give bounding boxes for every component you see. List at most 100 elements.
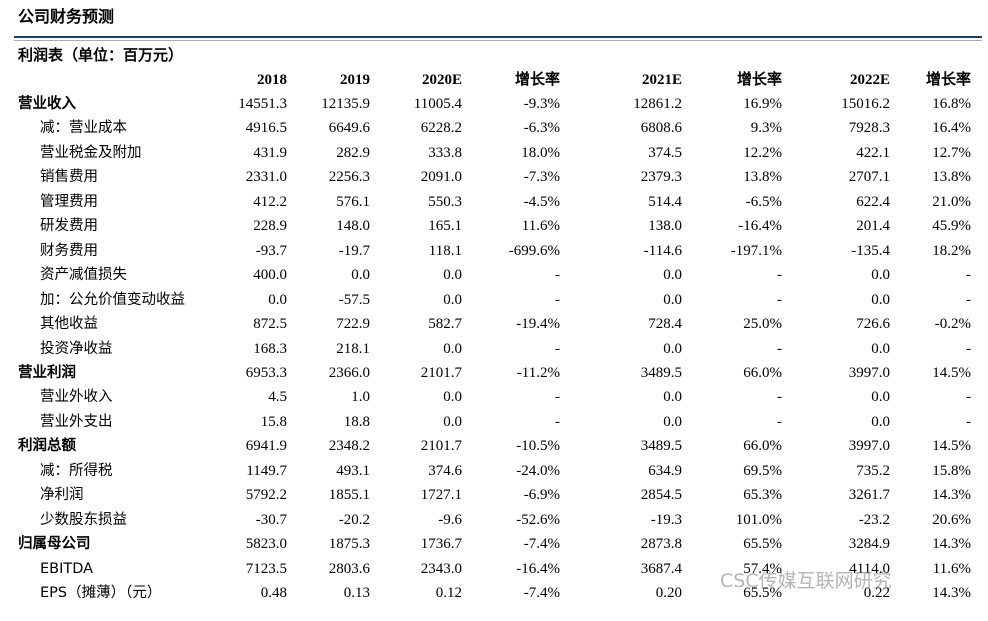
cell: 2101.7 [420, 364, 462, 381]
cell: 0.0 [663, 340, 682, 357]
column-header: 2020E [421, 72, 462, 88]
cell: 3489.5 [640, 364, 682, 381]
cell: 0.0 [663, 389, 682, 406]
cell: 0.0 [268, 291, 287, 308]
cell: - [966, 291, 971, 308]
cell: 1.0 [351, 389, 370, 406]
cell: 3489.5 [640, 438, 682, 455]
row-label: 归属母公司 [18, 536, 91, 553]
cell: 0.0 [871, 389, 890, 406]
row-label: 投资净收益 [40, 340, 113, 357]
cell: -7.4% [523, 585, 560, 601]
cell: 412.2 [253, 193, 287, 210]
cell: 0.48 [260, 585, 287, 601]
cell: 12.2% [743, 144, 782, 161]
cell: 0.0 [871, 340, 890, 357]
cell: 14.5% [932, 438, 971, 455]
cell: -19.7 [338, 242, 370, 259]
cell: 16.4% [932, 120, 971, 137]
row-label: 资产减值损失 [40, 267, 127, 284]
cell: 3997.0 [848, 364, 890, 381]
cell: 6649.6 [328, 120, 370, 137]
cell: 514.4 [648, 193, 682, 210]
cell: 0.0 [663, 413, 682, 430]
cell: 0.0 [443, 413, 462, 430]
cell: 0.0 [443, 389, 462, 406]
cell: 2379.3 [640, 169, 682, 186]
cell: 0.0 [663, 291, 682, 308]
cell: -197.1% [730, 242, 782, 259]
row-label: 管理费用 [40, 193, 98, 210]
cell: 101.0% [735, 511, 782, 528]
cell: 5792.2 [245, 487, 287, 504]
cell: 634.9 [648, 462, 682, 479]
cell: 282.9 [336, 144, 370, 161]
cell: 576.1 [336, 193, 370, 210]
row-label: 利润总额 [18, 438, 76, 455]
cell: 0.0 [663, 267, 682, 284]
cell: 550.3 [428, 193, 462, 210]
cell: 148.0 [336, 218, 370, 235]
cell: -16.4% [516, 560, 560, 577]
cell: - [555, 340, 560, 357]
row-label: 净利润 [40, 487, 84, 504]
cell: -19.4% [516, 316, 560, 333]
cell: 201.4 [856, 218, 890, 235]
cell: 14.3% [932, 536, 971, 553]
cell: 66.0% [743, 364, 782, 381]
cell: -20.2 [338, 511, 370, 528]
row-label: 销售费用 [40, 169, 98, 186]
cell: 0.12 [435, 585, 462, 601]
cell: 18.0% [521, 144, 560, 161]
cell: 722.9 [336, 316, 370, 333]
cell: 14.5% [932, 364, 971, 381]
cell: 16.8% [932, 96, 971, 112]
column-header: 增长率 [925, 72, 971, 88]
row-label: EBITDA [40, 560, 94, 577]
cell: 13.8% [932, 169, 971, 186]
cell: 728.4 [648, 316, 682, 333]
cell: 0.13 [343, 585, 370, 601]
row-label: 少数股东损益 [40, 511, 127, 528]
cell: 25.0% [743, 316, 782, 333]
cell: - [555, 267, 560, 284]
cell: 1727.1 [420, 487, 462, 504]
cell: -6.5% [745, 193, 782, 210]
row-label: 研发费用 [40, 218, 98, 235]
cell: 2101.7 [420, 438, 462, 455]
cell: -16.4% [738, 218, 782, 235]
cell: 228.9 [253, 218, 287, 235]
cell: 11.6% [932, 560, 971, 577]
row-label: 其他收益 [40, 316, 98, 333]
cell: 431.9 [253, 144, 287, 161]
cell: 6808.6 [640, 120, 682, 137]
cell: 66.0% [743, 438, 782, 455]
title: 公司财务预测 [18, 7, 115, 26]
cell: -7.3% [523, 169, 560, 186]
row-label: 财务费用 [40, 242, 98, 259]
cell: - [777, 413, 782, 430]
cell: - [555, 413, 560, 430]
cell: 118.1 [428, 242, 462, 259]
cell: 0.0 [871, 291, 890, 308]
cell: 6941.9 [245, 438, 287, 455]
column-header: 增长率 [736, 72, 782, 88]
cell: 6228.2 [420, 120, 462, 137]
cell: 374.6 [428, 462, 462, 479]
cell: 3284.9 [848, 536, 890, 553]
cell: -93.7 [255, 242, 287, 259]
cell: -7.4% [523, 536, 560, 553]
cell: 12861.2 [633, 96, 682, 112]
cell: 45.9% [932, 218, 971, 235]
cell: 3261.7 [848, 487, 890, 504]
cell: 2707.1 [848, 169, 890, 186]
row-label: 营业收入 [18, 96, 76, 112]
column-header: 2022E [849, 72, 890, 88]
cell: 2803.6 [328, 560, 370, 577]
column-header: 2021E [641, 72, 682, 88]
row-label: 减：营业成本 [40, 120, 127, 137]
cell: -135.4 [851, 242, 890, 259]
cell: 14.3% [932, 585, 971, 601]
cell: 9.3% [750, 120, 782, 137]
cell: 18.2% [932, 242, 971, 259]
